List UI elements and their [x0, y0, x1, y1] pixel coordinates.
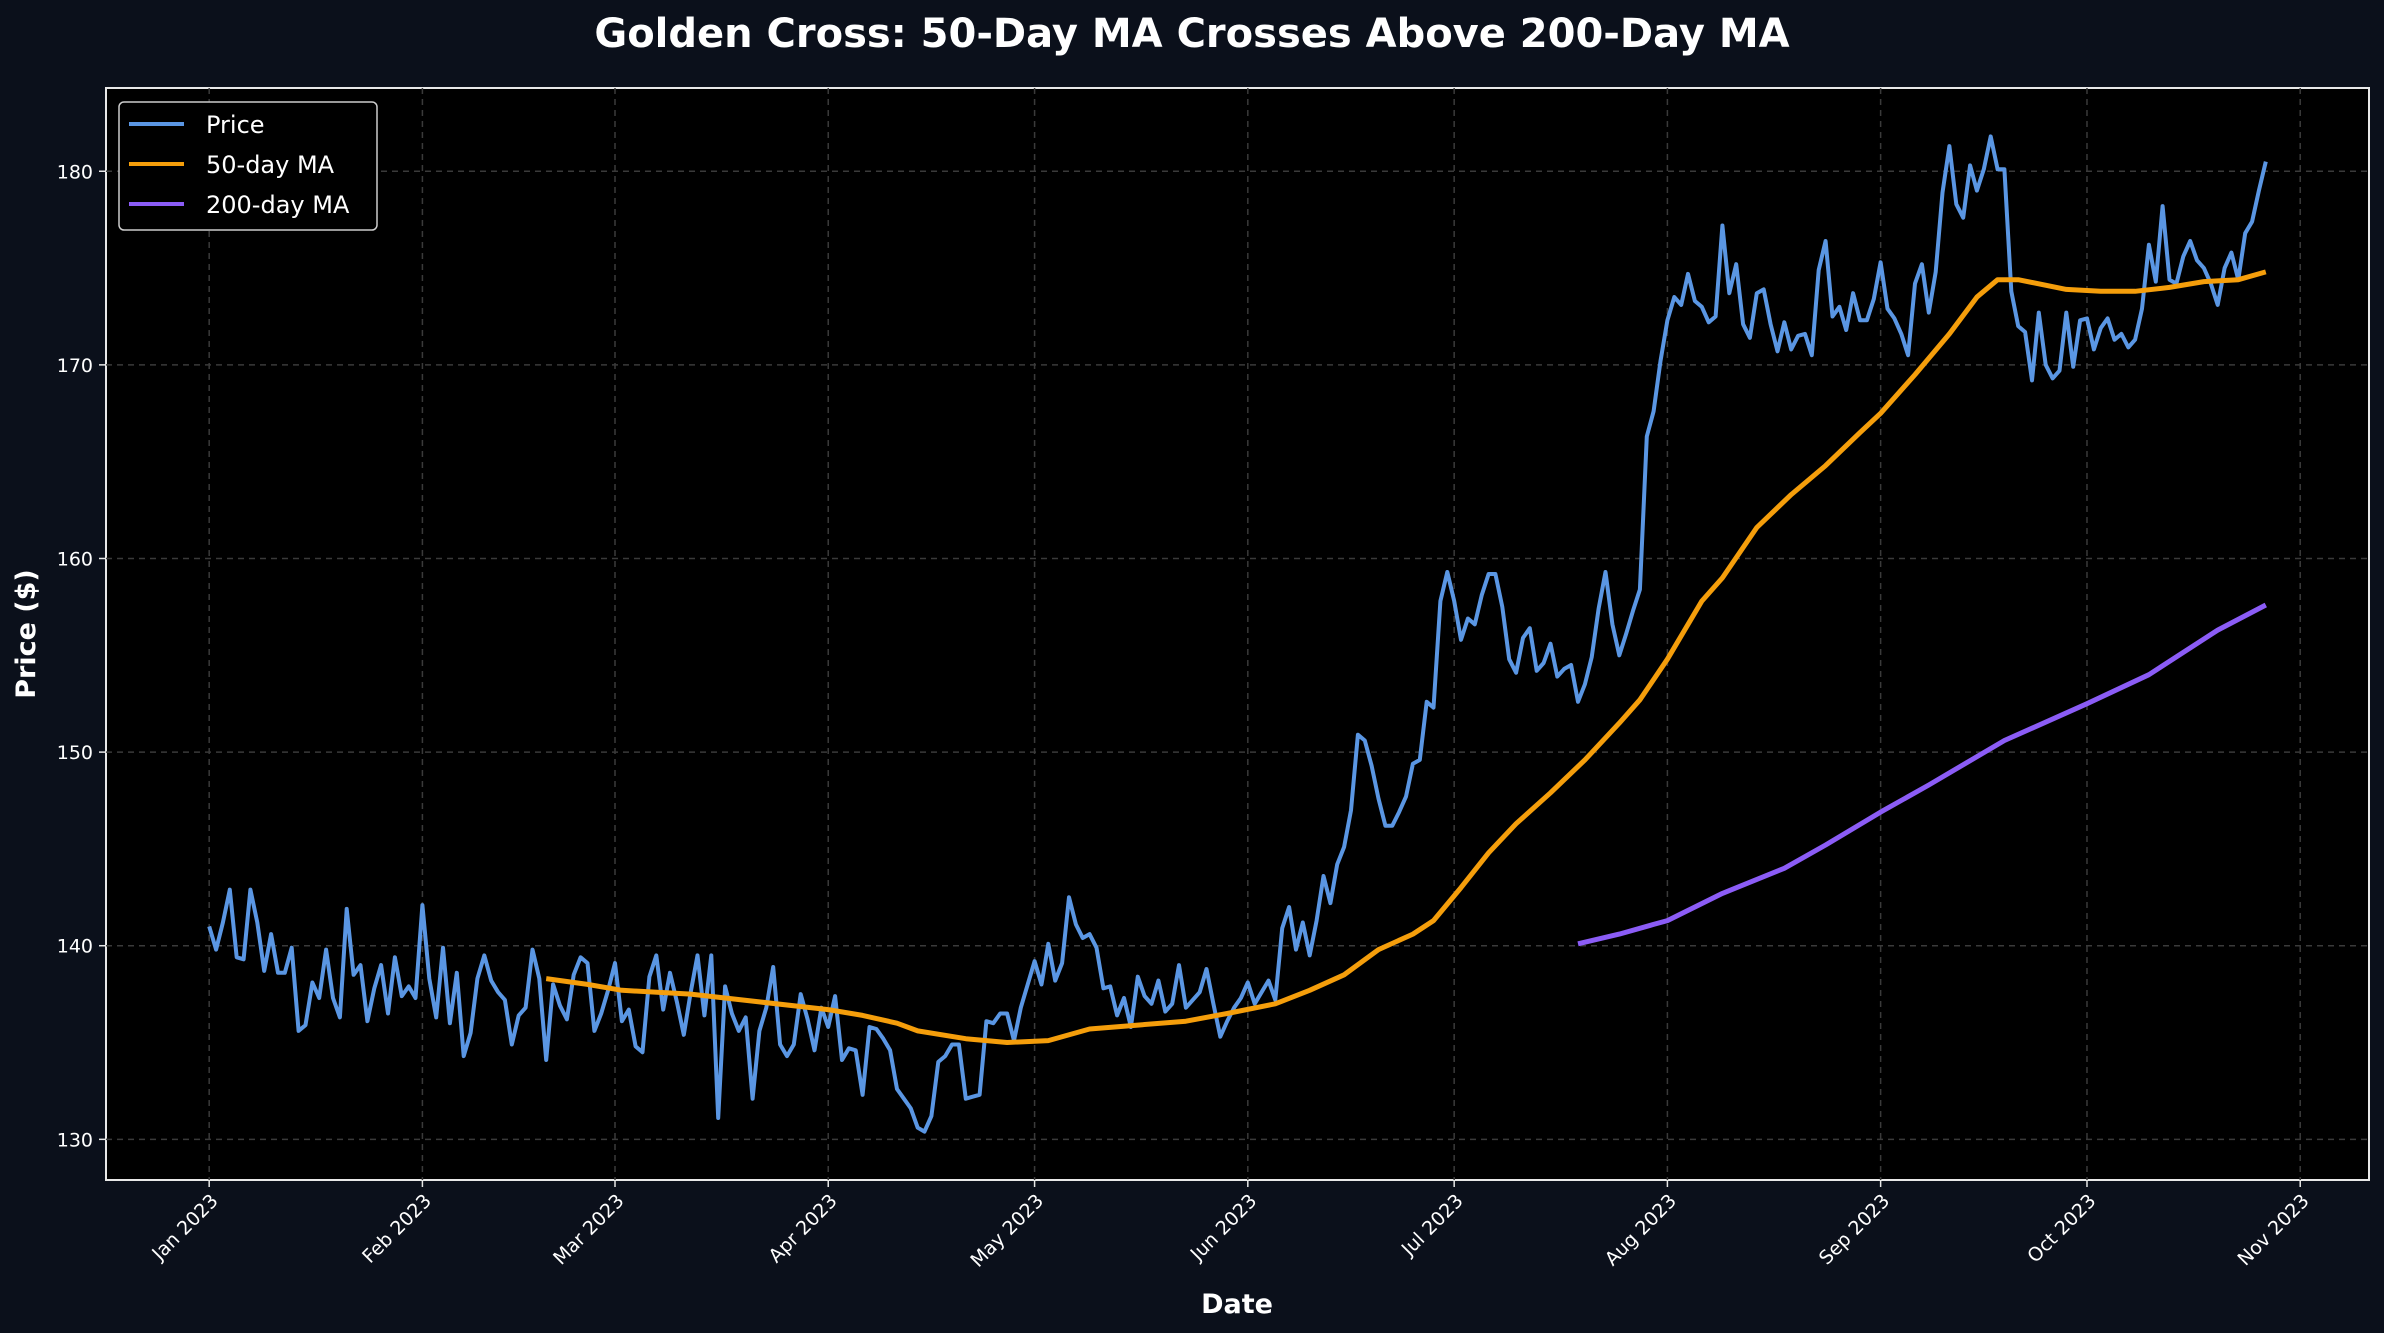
- series-line-200-day-ma: [1577, 602, 2267, 947]
- legend-box: [118, 101, 378, 231]
- y-tick-label: 160: [57, 548, 93, 570]
- plot-area: [105, 87, 2370, 1181]
- y-axis-label: Price ($): [11, 569, 42, 699]
- series-lines: [207, 134, 2268, 1134]
- series-line-50-day-ma: [545, 269, 2267, 1045]
- chart-title: Golden Cross: 50-Day MA Crosses Above 20…: [594, 11, 1789, 57]
- y-tick-label: 130: [57, 1129, 93, 1151]
- legend-label-200-day-ma: 200-day MA: [206, 191, 350, 219]
- y-axis: 130 140 150 160 170 180: [57, 161, 106, 1151]
- y-tick-label: 140: [57, 936, 93, 958]
- y-tick-label: 170: [57, 355, 93, 377]
- legend-label-50-day-ma: 50-day MA: [206, 151, 335, 179]
- y-tick-label: 150: [57, 742, 93, 764]
- legend: Price 50-day MA 200-day MA: [118, 101, 378, 231]
- x-axis-label: Date: [1201, 1289, 1273, 1320]
- series-line-price: [207, 134, 2268, 1134]
- legend-label-price: Price: [206, 111, 265, 139]
- y-tick-label: 180: [57, 161, 93, 183]
